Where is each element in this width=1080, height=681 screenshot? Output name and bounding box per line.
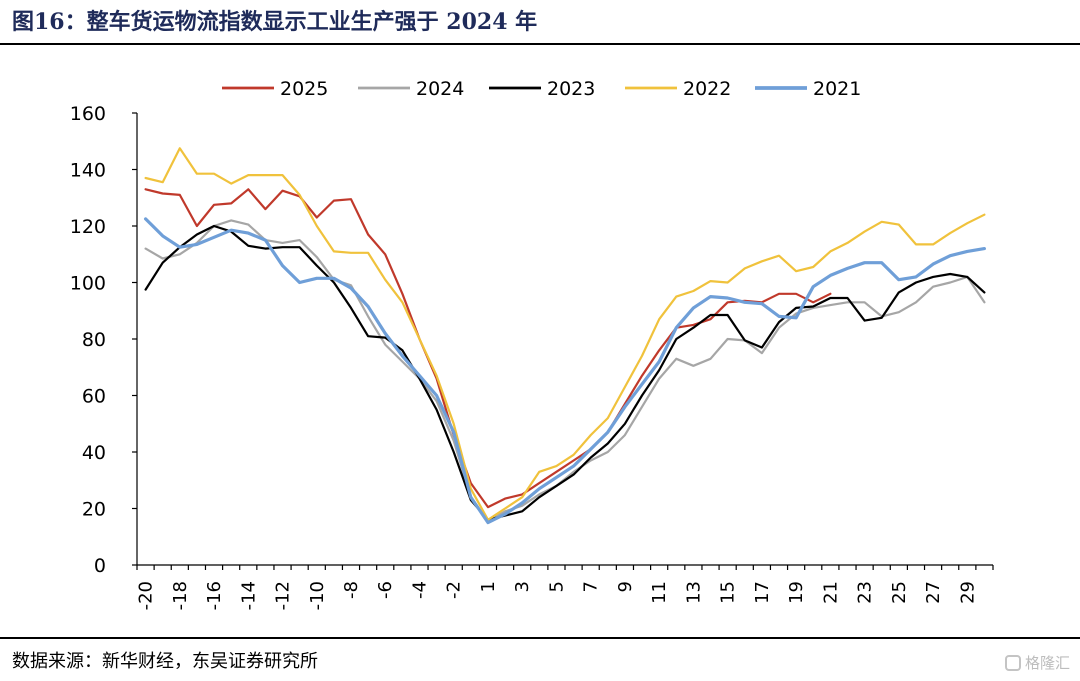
x-tick-label: 23: [855, 581, 876, 604]
x-tick-label: 5: [546, 581, 567, 592]
watermark-logo-icon: [1004, 654, 1021, 671]
x-tick-label: 17: [752, 581, 773, 604]
x-tick-label: -20: [136, 581, 157, 610]
x-tick-label: 1: [478, 581, 499, 592]
x-tick-label: 19: [786, 581, 807, 604]
x-tick-label: 29: [957, 581, 978, 604]
data-source: 数据来源：新华财经，东吴证券研究所: [12, 651, 318, 672]
legend-label-2024: 2024: [416, 78, 464, 100]
y-tick-label: 120: [70, 216, 106, 238]
x-tick-label: -16: [204, 581, 225, 610]
legend-label-2023: 2023: [547, 78, 595, 100]
x-tick-label: 13: [683, 581, 704, 604]
source-divider: [0, 637, 1080, 639]
legend-label-2021: 2021: [813, 78, 861, 100]
series-line-2024: [144, 219, 986, 523]
x-tick-label: 11: [649, 581, 670, 604]
x-tick-label: 7: [581, 581, 602, 592]
legend-label-2025: 2025: [280, 78, 328, 100]
series-line-2023: [144, 224, 986, 521]
x-tick-label: -12: [273, 581, 294, 610]
x-tick-label: -8: [341, 581, 362, 599]
series-line-2025: [144, 188, 832, 509]
x-tick-label: -18: [170, 581, 191, 610]
series-line-2021: [144, 217, 986, 525]
y-tick-label: 80: [82, 329, 106, 351]
x-tick-label: -2: [444, 581, 465, 599]
x-tick-label: 9: [615, 581, 636, 592]
y-tick-label: 40: [82, 442, 106, 464]
watermark-text: 格隆汇: [1024, 654, 1070, 672]
y-tick-label: 20: [82, 499, 106, 521]
x-tick-label: 3: [512, 581, 533, 592]
y-tick-label: 140: [70, 160, 106, 182]
x-tick-label: -14: [238, 581, 259, 610]
x-tick-label: 25: [889, 581, 910, 604]
figure-title: 图16：整车货运物流指数显示工业生产强于 2024 年: [12, 9, 538, 35]
y-tick-label: 100: [70, 273, 106, 295]
legend-label-2022: 2022: [683, 78, 731, 100]
series-line-2022: [144, 147, 986, 521]
x-tick-label: 21: [820, 581, 841, 604]
watermark: 格隆汇: [1004, 652, 1070, 673]
x-tick-label: 27: [923, 581, 944, 604]
y-tick-label: 60: [82, 386, 106, 408]
title-divider: [0, 43, 1080, 45]
y-tick-label: 0: [94, 555, 106, 577]
x-tick-label: -6: [375, 581, 396, 599]
x-tick-label: -4: [409, 581, 430, 599]
x-tick-label: 15: [718, 581, 739, 604]
y-tick-label: 160: [70, 103, 106, 125]
x-tick-label: -10: [307, 581, 328, 610]
